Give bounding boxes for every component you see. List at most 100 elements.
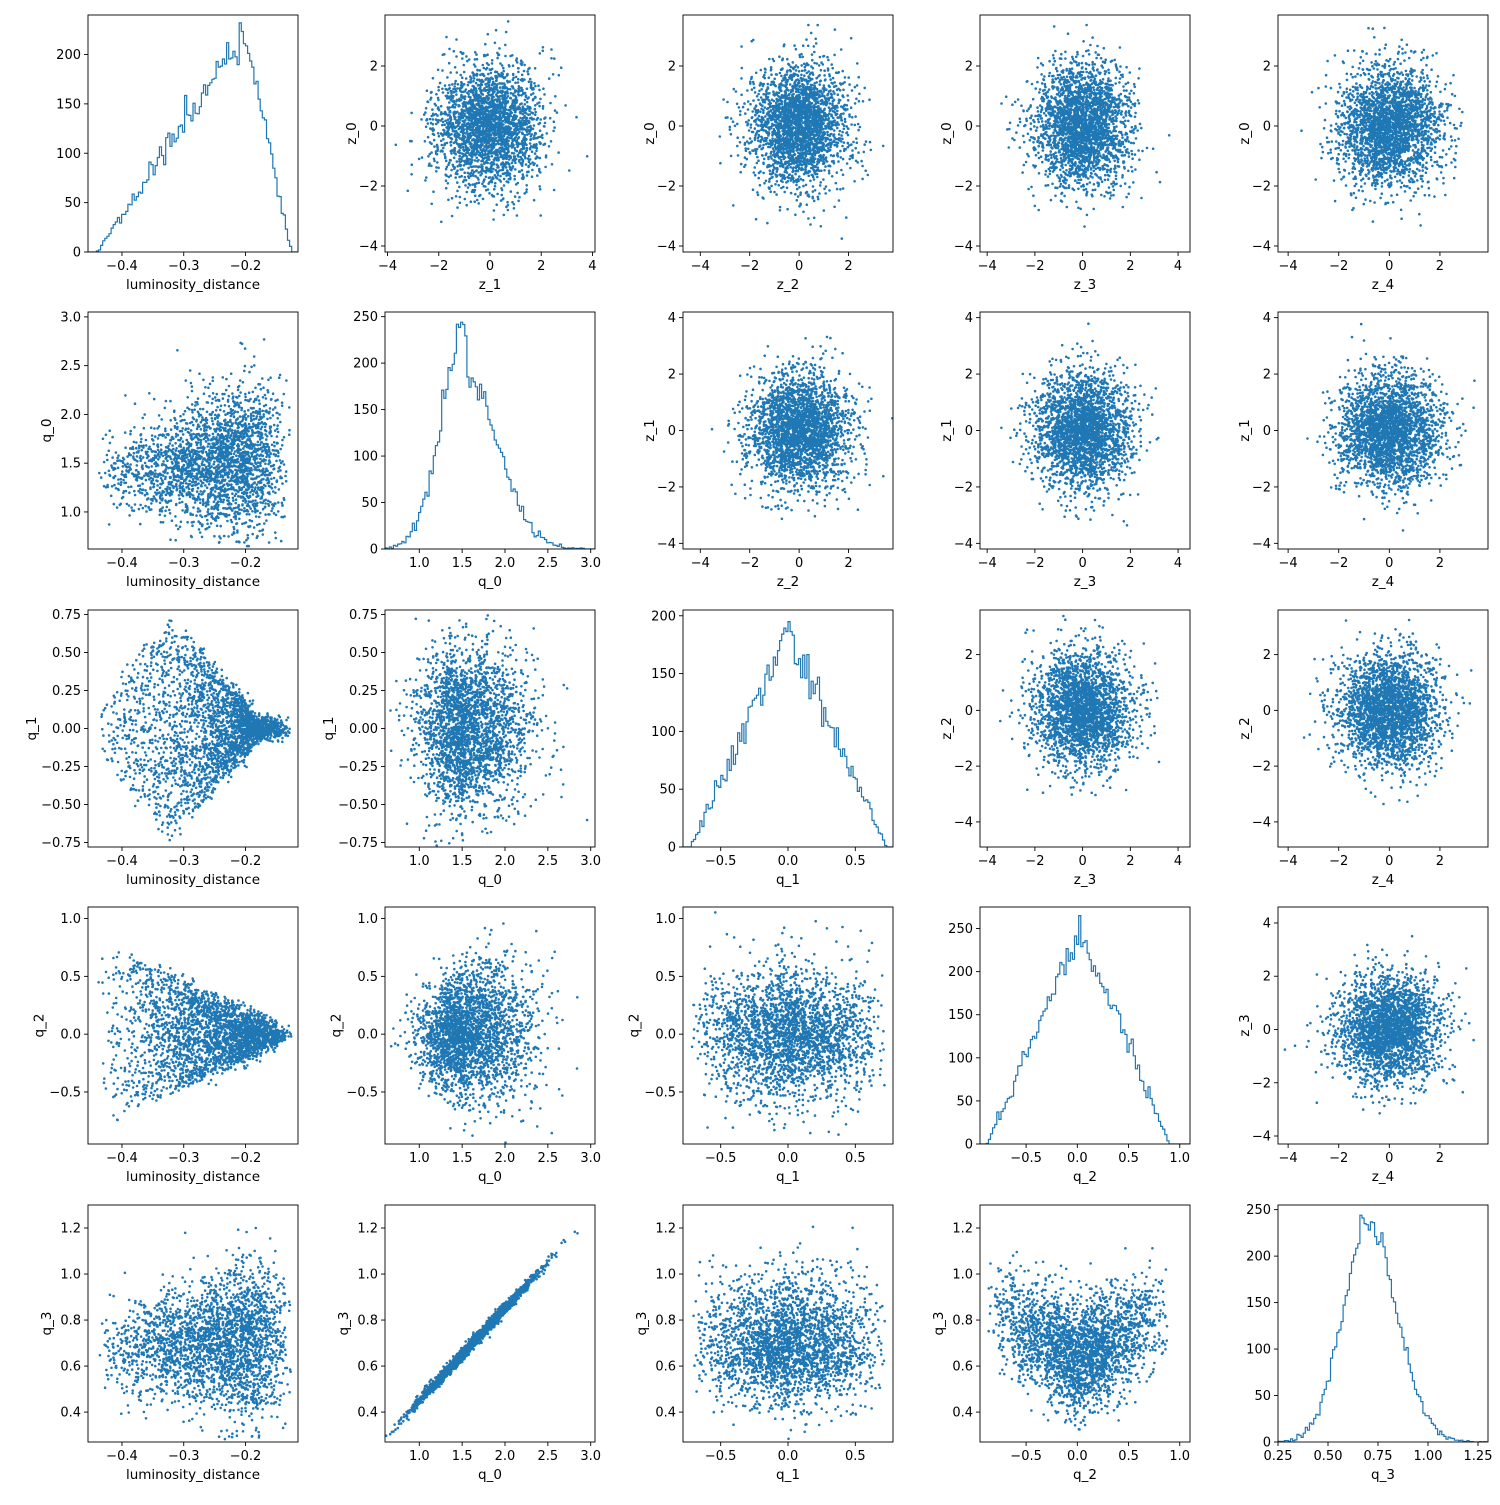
x-tick-label: 3.0	[580, 556, 601, 571]
y-tick-label: −2	[954, 480, 973, 495]
x-tick-label: 0.0	[778, 1151, 799, 1166]
x-tick-label: −4	[978, 556, 997, 571]
y-tick-label: 1.2	[952, 1222, 973, 1237]
y-tick-label: −4	[1252, 1130, 1271, 1145]
panel-r1-c1: 1.0 1.5 2.0 2.5 3.0 0 50 100 150 200 250 q_0	[353, 310, 601, 590]
scatter-points	[385, 1230, 579, 1437]
plot-area	[1302, 618, 1473, 806]
axes-frame	[87, 311, 299, 550]
y-tick-label: −2	[954, 760, 973, 775]
y-axis-label: z_0	[642, 122, 658, 144]
panel-r2-c0: −0.4 −0.3 −0.2 −0.75 −0.50 −0.25 0.00 0.25 0.50 0…	[24, 608, 299, 888]
y-tick-label: 1.0	[60, 912, 81, 927]
x-tick-label: 2.5	[538, 1449, 559, 1464]
x-tick-label: 1.5	[452, 556, 473, 571]
x-tick-label: 0.5	[845, 1151, 866, 1166]
x-axis-label: q_1	[776, 1169, 800, 1185]
y-tick-label: 0.4	[952, 1406, 973, 1421]
y-tick-label: −2	[1252, 180, 1271, 195]
x-axis-label: q_2	[1073, 1169, 1097, 1185]
plot-area	[100, 619, 291, 842]
y-tick-label: −0.75	[41, 836, 81, 851]
y-tick-label: 100	[651, 725, 676, 740]
y-axis-label: q_3	[336, 1312, 352, 1336]
x-axis-label: luminosity_distance	[126, 574, 260, 590]
panel-r4-c0: −0.4 −0.3 −0.2 0.4 0.6 0.8 1.0 1.2 luminosity_di…	[39, 1204, 299, 1483]
x-tick-label: −2	[1329, 259, 1348, 274]
plot-area	[1300, 26, 1464, 227]
y-tick-label: −4	[954, 537, 973, 552]
y-tick-label: 0	[668, 424, 676, 439]
plot-area	[98, 1226, 292, 1441]
y-tick-label: 2	[1263, 970, 1271, 985]
x-tick-label: 0	[795, 259, 803, 274]
x-tick-label: −0.2	[230, 1449, 262, 1464]
y-tick-label: 0.6	[60, 1360, 81, 1375]
y-tick-label: 0.00	[349, 722, 378, 737]
y-tick-label: 200	[948, 965, 973, 980]
axes-frame	[1277, 1204, 1489, 1443]
panel-r2-c4: −4 −2 0 2 −4 −2 0 2 z_4 z_2	[1237, 609, 1489, 888]
y-tick-label: 150	[948, 1008, 973, 1023]
x-tick-label: 0.0	[1067, 1151, 1088, 1166]
axes-frame	[87, 14, 299, 253]
y-tick-label: 1.0	[952, 1268, 973, 1283]
y-axis-label: q_3	[931, 1312, 947, 1336]
panel-r0-c3: −4 −2 0 2 4 −4 −2 0 2 z_3 z_0	[939, 14, 1191, 293]
x-axis-label: z_4	[1372, 574, 1394, 590]
x-tick-label: 0	[1078, 556, 1086, 571]
x-tick-label: 2	[1126, 259, 1134, 274]
y-tick-label: 150	[1246, 1296, 1271, 1311]
y-tick-label: 2	[370, 60, 378, 75]
x-axis-label: z_3	[1074, 277, 1096, 293]
y-tick-label: 0	[1263, 704, 1271, 719]
scatter-points	[98, 338, 291, 549]
panel-r3-c0: −0.4 −0.3 −0.2 −0.5 0.0 0.5 1.0 luminosity_dist…	[32, 906, 299, 1185]
x-tick-label: −2	[1329, 1151, 1348, 1166]
y-tick-label: −4	[359, 240, 378, 255]
x-tick-label: −0.4	[106, 259, 138, 274]
y-tick-label: 2	[668, 368, 676, 383]
scatter-points	[394, 20, 589, 224]
scatter-points	[389, 922, 579, 1144]
y-axis-label: q_1	[24, 717, 40, 741]
y-tick-label: −4	[1252, 537, 1271, 552]
histogram-step	[683, 621, 893, 847]
panel-r1-c3: −4 −2 0 2 4 −4 −2 0 2 4 z_3 z_1	[939, 311, 1191, 590]
y-tick-label: −4	[954, 815, 973, 830]
y-tick-label: 1.0	[357, 1268, 378, 1283]
y-tick-label: −0.75	[338, 836, 378, 851]
x-axis-label: z_4	[1372, 1169, 1394, 1185]
scatter-points	[690, 911, 886, 1136]
histogram-step	[980, 915, 1190, 1144]
x-tick-label: −4	[1279, 259, 1298, 274]
y-tick-label: 1.0	[60, 505, 81, 520]
x-axis-label: luminosity_distance	[126, 872, 260, 888]
y-tick-label: 250	[1246, 1203, 1271, 1218]
y-tick-label: −2	[1252, 760, 1271, 775]
panel-r3-c4: −4 −2 0 2 −4 −2 0 2 4 z_4 z_3	[1237, 906, 1489, 1185]
y-tick-label: 0.6	[357, 1360, 378, 1375]
panel-r0-c0: −0.4 −0.3 −0.2 0 50 100 150 200 luminosity_dista…	[56, 14, 299, 293]
y-tick-label: 0	[1263, 120, 1271, 135]
y-tick-label: 0	[1263, 1023, 1271, 1038]
panel-r1-c0: −0.4 −0.3 −0.2 1.0 1.5 2.0 2.5 3.0 luminosity_di…	[39, 310, 299, 590]
x-tick-label: 0	[1385, 556, 1393, 571]
y-tick-label: −2	[657, 480, 676, 495]
y-tick-label: 1.2	[60, 1222, 81, 1237]
y-tick-label: −2	[1252, 480, 1271, 495]
panel-r0-c1: −4 −2 0 2 4 −4 −2 0 2 z_1 z_0	[344, 14, 597, 293]
y-tick-label: 0	[965, 424, 973, 439]
y-tick-label: 4	[965, 311, 973, 326]
y-tick-label: −2	[359, 180, 378, 195]
x-tick-label: 0.0	[1067, 1449, 1088, 1464]
x-axis-label: q_0	[478, 872, 502, 888]
x-tick-label: 0.5	[1118, 1151, 1139, 1166]
x-tick-label: 1.0	[409, 1449, 430, 1464]
x-axis-label: luminosity_distance	[126, 277, 260, 293]
plot-area	[1000, 322, 1160, 527]
x-tick-label: −4	[1279, 854, 1298, 869]
x-axis-label: z_3	[1074, 872, 1096, 888]
y-tick-label: −0.25	[338, 760, 378, 775]
y-tick-label: 50	[659, 783, 676, 798]
